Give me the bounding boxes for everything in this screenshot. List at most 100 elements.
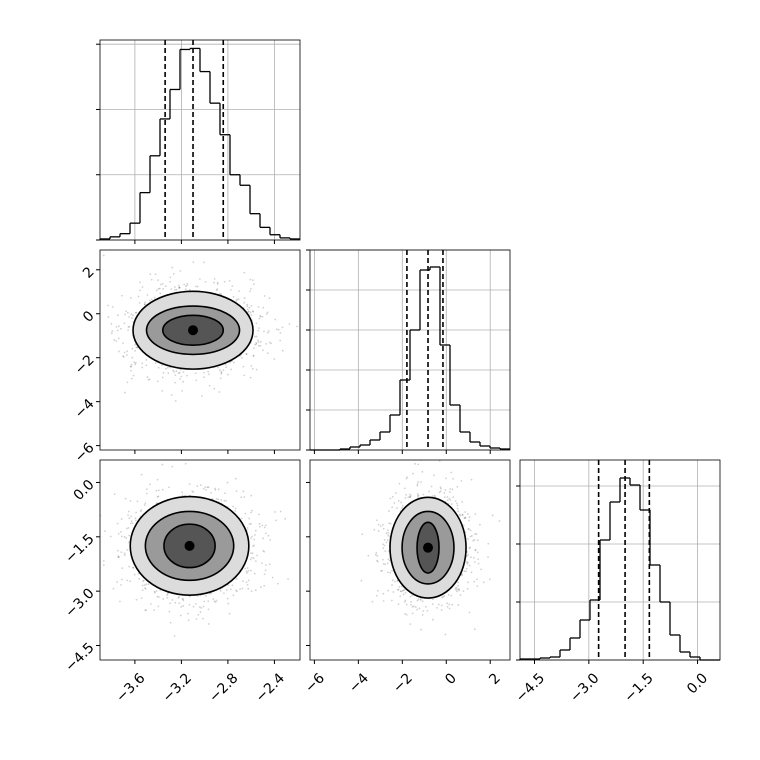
scatter-point — [172, 272, 175, 275]
scatter-point — [242, 490, 245, 493]
scatter-point — [142, 580, 145, 582]
scatter-point — [421, 600, 424, 603]
scatter-point — [261, 562, 263, 565]
scatter-point — [161, 488, 164, 491]
scatter-point — [388, 535, 391, 538]
scatter-point — [387, 529, 389, 532]
scatter-point — [448, 603, 451, 606]
scatter-point — [208, 384, 211, 387]
scatter-point — [179, 270, 182, 272]
scatter-point — [259, 340, 262, 343]
scatter-point — [214, 487, 216, 490]
scatter-point — [138, 301, 141, 304]
scatter-point — [134, 349, 136, 352]
scatter-point — [127, 325, 130, 328]
scatter-point — [287, 578, 289, 580]
contour — [389, 496, 467, 599]
scatter-point — [250, 522, 252, 525]
scatter-point — [203, 371, 205, 374]
scatter-point — [130, 313, 133, 316]
scatter-point — [166, 594, 169, 596]
scatter-point — [241, 356, 243, 359]
scatter-point — [162, 371, 165, 374]
scatter-point — [443, 595, 446, 597]
scatter-point — [281, 349, 284, 352]
scatter-point — [456, 485, 459, 488]
scatter-point — [222, 592, 225, 595]
scatter-point — [228, 280, 231, 282]
scatter-point — [219, 589, 222, 592]
scatter-point — [381, 569, 383, 572]
scatter-point — [360, 579, 363, 582]
scatter-point — [377, 530, 380, 532]
scatter-point — [463, 517, 466, 520]
scatter-point — [92, 494, 94, 496]
scatter-point — [146, 294, 149, 296]
density-peak — [184, 540, 195, 551]
scatter-point — [254, 343, 257, 346]
scatter-point — [167, 592, 169, 595]
scatter-point — [116, 522, 119, 525]
scatter-point — [194, 372, 197, 375]
scatter-point — [220, 293, 223, 295]
scatter-point — [126, 579, 129, 582]
scatter-point — [405, 477, 408, 480]
scatter-point — [120, 583, 122, 586]
scatter-point — [129, 500, 132, 502]
scatter-point — [157, 366, 160, 369]
scatter-point — [409, 595, 412, 598]
scatter-point — [399, 595, 402, 598]
scatter-point — [274, 511, 276, 513]
scatter-point — [130, 369, 132, 372]
scatter-point — [462, 590, 465, 593]
scatter-point — [205, 595, 207, 597]
scatter-point — [440, 609, 443, 611]
scatter-point — [210, 491, 213, 494]
scatter-point — [220, 370, 223, 373]
scatter-point — [404, 591, 407, 594]
scatter-point — [405, 493, 408, 496]
scatter-point — [188, 595, 191, 598]
scatter-point — [439, 486, 442, 489]
scatter-point — [203, 261, 205, 264]
scatter-point — [392, 591, 395, 593]
y-tick-label: −2 — [72, 352, 98, 378]
scatter-point — [143, 303, 146, 306]
scatter-point — [376, 594, 378, 597]
scatter-point — [422, 610, 425, 612]
scatter-point — [161, 282, 164, 285]
scatter-point — [464, 516, 467, 519]
scatter-point — [259, 315, 262, 318]
scatter-point — [448, 607, 451, 610]
scatter-point — [279, 339, 282, 342]
scatter-point — [178, 371, 181, 374]
scatter-point — [188, 603, 191, 606]
scatter-point — [85, 567, 87, 569]
scatter-point — [467, 581, 469, 584]
scatter-point — [468, 528, 470, 530]
scatter-point — [140, 509, 143, 511]
scatter-point — [141, 584, 144, 587]
scatter-point — [244, 567, 247, 570]
scatter-point — [255, 342, 258, 345]
scatter-point — [97, 571, 99, 573]
scatter-point — [122, 342, 124, 345]
scatter-point — [184, 462, 187, 465]
scatter-point — [402, 593, 405, 596]
scatter-point — [396, 507, 398, 509]
scatter-point — [172, 369, 175, 372]
scatter-point — [411, 612, 414, 615]
scatter-point — [130, 363, 133, 366]
scatter-point — [431, 603, 434, 606]
contour — [144, 510, 235, 582]
scatter-point — [247, 310, 250, 313]
scatter-point — [457, 581, 459, 584]
scatter-point — [258, 525, 261, 528]
scatter-point — [470, 571, 473, 574]
scatter-point — [158, 596, 160, 598]
scatter-point — [394, 492, 397, 494]
scatter-point — [417, 495, 419, 498]
scatter-point — [135, 346, 138, 349]
scatter-point — [199, 484, 202, 487]
scatter-point — [450, 503, 453, 505]
